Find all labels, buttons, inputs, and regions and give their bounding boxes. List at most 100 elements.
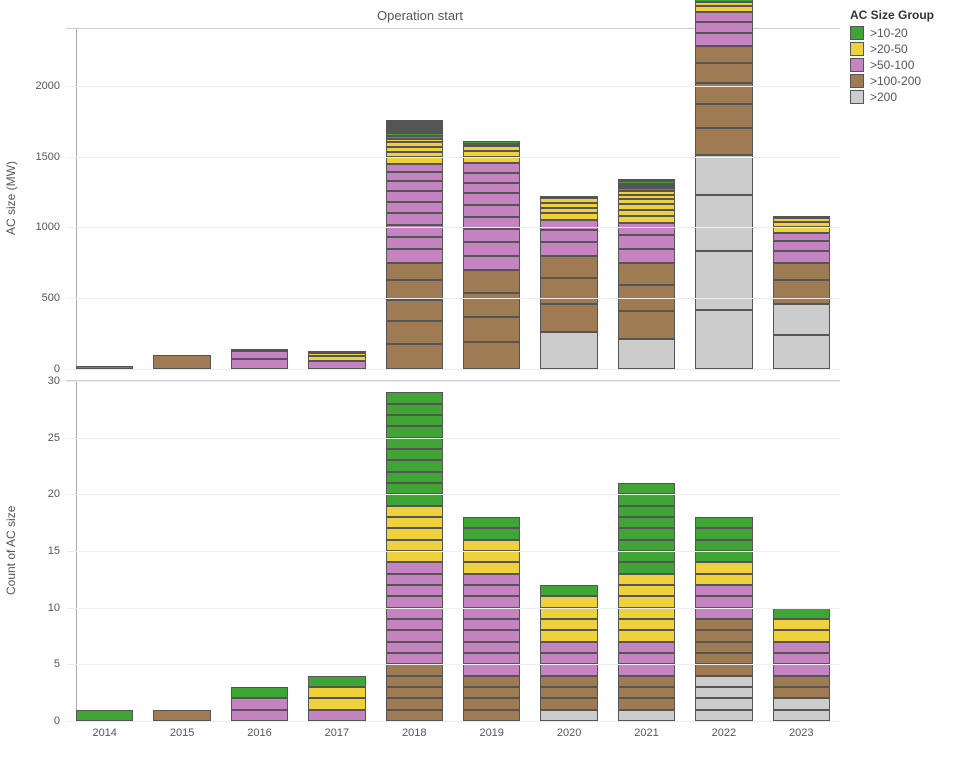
bar-segment	[463, 551, 520, 562]
bar-segment	[463, 642, 520, 653]
legend-swatch	[850, 58, 864, 72]
bar-segment	[386, 280, 443, 300]
bar-segment	[231, 687, 288, 698]
gridline	[66, 157, 840, 158]
bar-segment	[540, 619, 597, 630]
y-tick-label: 5	[54, 658, 60, 670]
legend-title: AC Size Group	[850, 8, 960, 22]
y-tick-label: 25	[48, 432, 60, 444]
bar-segment	[386, 321, 443, 344]
bar-segment	[386, 698, 443, 709]
bar-segment	[386, 300, 443, 321]
legend-label: >10-20	[870, 26, 908, 40]
bar-segment	[773, 233, 830, 241]
bar-segment	[540, 585, 597, 596]
bar-segment	[618, 223, 675, 235]
y-tick-label: 10	[48, 602, 60, 614]
bar-segment	[618, 596, 675, 607]
bar-segment	[618, 653, 675, 664]
bar-segment	[618, 210, 675, 216]
bar-segment	[695, 574, 752, 585]
bar-segment	[463, 256, 520, 270]
bar-segment	[540, 608, 597, 619]
x-tick-label: 2014	[92, 727, 116, 739]
bar-segment	[773, 608, 830, 619]
bar-segment	[618, 191, 675, 195]
bar-segment	[463, 653, 520, 664]
bar-segment	[463, 664, 520, 675]
bar-segment	[463, 205, 520, 217]
bar-segment	[618, 494, 675, 505]
bar-segment	[618, 585, 675, 596]
bar-segment	[540, 642, 597, 653]
bar-segment	[386, 585, 443, 596]
bar-segment	[386, 415, 443, 426]
bar-segment	[463, 608, 520, 619]
bar-segment	[540, 230, 597, 242]
bar-segment	[618, 528, 675, 539]
bar-segment	[695, 6, 752, 12]
gridline	[66, 369, 840, 370]
bar-segment	[386, 653, 443, 664]
x-tick-label: 2019	[479, 727, 503, 739]
bar-segment	[463, 157, 520, 163]
bar-segment	[463, 540, 520, 551]
legend-item: >50-100	[850, 58, 960, 72]
legend-swatch	[850, 90, 864, 104]
bar-segment	[618, 249, 675, 263]
bar-segment	[695, 310, 752, 370]
bar-segment	[618, 664, 675, 675]
bar-segment	[463, 528, 520, 539]
bar-segment	[540, 664, 597, 675]
y-tick-label: 0	[54, 363, 60, 375]
bar-segment	[618, 184, 675, 186]
bar-segment	[463, 619, 520, 630]
bar-segment	[695, 710, 752, 721]
bar-segment	[386, 129, 443, 131]
bar-segment	[386, 131, 443, 133]
legend-label: >200	[870, 90, 897, 104]
bar-segment	[773, 710, 830, 721]
bar-segment	[386, 619, 443, 630]
bar-segment	[540, 208, 597, 214]
bar-segment	[540, 698, 597, 709]
bar-segment	[618, 483, 675, 494]
bar-segment	[540, 687, 597, 698]
bar-segment	[386, 528, 443, 539]
x-tick-label: 2020	[557, 727, 581, 739]
bar-segment	[463, 574, 520, 585]
bar-segment	[618, 710, 675, 721]
bar-segment	[308, 356, 365, 361]
bar-segment	[618, 562, 675, 573]
bar-segment	[386, 630, 443, 641]
chart-top-mw: 0500100015002000	[66, 28, 840, 370]
bar-segment	[308, 353, 365, 357]
bar-segment	[463, 317, 520, 343]
bar-segment	[695, 562, 752, 573]
bar-segment	[540, 630, 597, 641]
bar-segment	[308, 687, 365, 698]
bar-segment	[695, 128, 752, 155]
x-tick-label: 2015	[170, 727, 194, 739]
bar-segment	[695, 687, 752, 698]
bar-segment	[540, 203, 597, 208]
bar-segment	[386, 483, 443, 494]
bar-segment	[386, 540, 443, 551]
bar-segment	[463, 173, 520, 183]
bar-segment	[386, 202, 443, 213]
bar-segment	[463, 517, 520, 528]
x-tick-label: 2021	[634, 727, 658, 739]
bar-segment	[386, 249, 443, 262]
bar-segment	[695, 698, 752, 709]
bar-segment	[463, 710, 520, 721]
bar-segment	[386, 142, 443, 146]
bar-segment	[463, 229, 520, 242]
bar-segment	[618, 186, 675, 189]
gridline	[66, 298, 840, 299]
bar-segment	[773, 263, 830, 280]
bar-segment	[386, 147, 443, 152]
bar-segment	[695, 540, 752, 551]
bar-segment	[618, 188, 675, 191]
bar-segment	[463, 144, 520, 147]
bars-layer-top	[66, 29, 840, 369]
